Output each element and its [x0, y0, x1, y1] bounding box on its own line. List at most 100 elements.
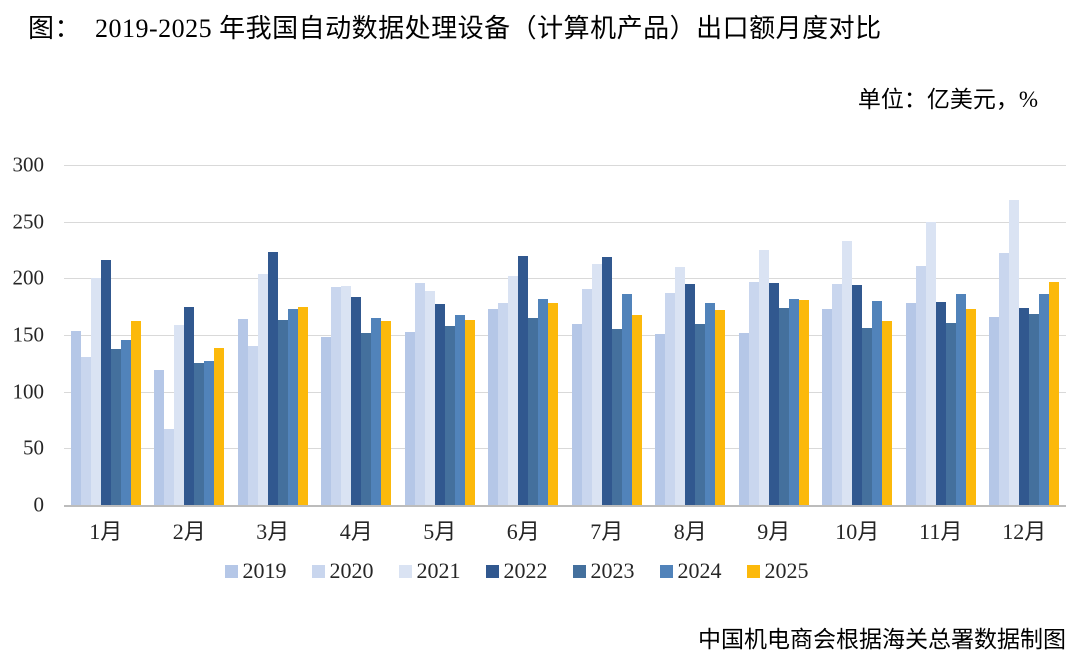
legend-item-2024: 2024: [659, 558, 722, 584]
bar-group-9月: [732, 165, 816, 505]
bar-2025-7月: [631, 314, 642, 505]
bar-2021-6月: [508, 276, 519, 505]
bar-2020-7月: [581, 288, 592, 505]
bar-2024-11月: [955, 294, 966, 505]
bar-2019-5月: [404, 331, 415, 505]
x-tick-label: 4月: [339, 519, 373, 544]
chart-title: 图： 2019-2025 年我国自动数据处理设备（计算机产品）出口额月度对比: [28, 14, 882, 43]
bar-2022-2月: [184, 306, 195, 505]
legend-swatch-2022: [485, 564, 499, 578]
bar-2019-2月: [154, 370, 165, 505]
bar-group-6月: [482, 165, 566, 505]
bar-group-4月: [315, 165, 399, 505]
bar-2021-8月: [675, 267, 686, 505]
legend-swatch-2023: [572, 564, 586, 578]
bar-2019-6月: [488, 308, 499, 505]
bar-2021-3月: [257, 273, 268, 505]
bar-group-3月: [231, 165, 315, 505]
bar-2022-11月: [935, 302, 946, 505]
bar-2022-5月: [434, 304, 445, 505]
bar-2023-11月: [945, 322, 956, 505]
legend-item-2019: 2019: [224, 558, 287, 584]
legend-swatch-2024: [659, 564, 673, 578]
bar-2023-6月: [528, 318, 539, 505]
gridline: [64, 391, 1066, 393]
bar-2025-2月: [214, 347, 225, 505]
x-tick-label: 8月: [673, 519, 707, 544]
bar-2020-2月: [164, 429, 175, 505]
bar-2022-12月: [1019, 307, 1030, 505]
legend-label: 2020: [329, 558, 374, 583]
bar-group-1月: [64, 165, 148, 505]
legend-item-2025: 2025: [746, 558, 809, 584]
x-tick-label: 1月: [89, 519, 123, 544]
legend-item-2022: 2022: [485, 558, 548, 584]
y-tick-label: 50: [23, 435, 44, 460]
bar-2019-3月: [237, 319, 248, 505]
legend-swatch-2021: [398, 564, 412, 578]
bar-2022-4月: [351, 296, 362, 505]
bar-2022-10月: [852, 285, 863, 505]
bar-2025-11月: [965, 308, 976, 505]
x-tick-label: 9月: [757, 519, 791, 544]
bar-2021-10月: [842, 240, 853, 505]
legend-label: 2019: [242, 558, 287, 583]
y-tick-label: 150: [12, 322, 45, 347]
bar-2021-1月: [90, 278, 101, 505]
bar-2022-6月: [518, 255, 529, 505]
y-axis: 0 50 100 150 200 250 300: [0, 154, 48, 515]
legend-label: 2024: [677, 558, 722, 583]
x-tick-label: 5月: [423, 519, 457, 544]
bar-2020-8月: [665, 293, 676, 505]
bar-group-5月: [398, 165, 482, 505]
bar-2019-12月: [989, 316, 1000, 505]
legend-item-2023: 2023: [572, 558, 635, 584]
bar-2024-10月: [872, 301, 883, 505]
x-axis: 1月 2月 3月 4月 5月 6月 7月 8月 9月 10月 11月 12月: [64, 514, 1066, 546]
bar-2025-4月: [381, 321, 392, 505]
legend-label: 2023: [590, 558, 635, 583]
bar-2021-12月: [1009, 200, 1020, 505]
bar-2022-9月: [768, 282, 779, 505]
bar-2024-12月: [1039, 294, 1050, 505]
bar-2024-6月: [538, 298, 549, 505]
bar-group-11月: [899, 165, 983, 505]
bar-2023-9月: [778, 307, 789, 505]
legend-swatch-2020: [311, 564, 325, 578]
bar-2024-1月: [120, 339, 131, 505]
bar-2023-8月: [695, 323, 706, 505]
bar-2020-5月: [414, 282, 425, 505]
y-tick-label: 0: [33, 492, 45, 517]
bar-2020-9月: [748, 281, 759, 505]
bar-2025-1月: [130, 321, 141, 505]
bar-2025-9月: [798, 299, 809, 505]
bar-2024-4月: [371, 318, 382, 505]
bar-2022-3月: [267, 252, 278, 505]
gridline: [64, 165, 1066, 166]
bar-2023-5月: [444, 325, 455, 505]
x-tick-label: 6月: [506, 519, 540, 544]
bar-2021-2月: [174, 324, 185, 505]
bar-2025-3月: [297, 306, 308, 505]
x-tick-label: 3月: [256, 519, 290, 544]
bar-2024-2月: [204, 361, 215, 505]
bar-2020-11月: [915, 265, 926, 505]
source-note: 中国机电商会根据海关总署数据制图: [698, 627, 1066, 652]
plot-area: [64, 165, 1066, 507]
legend-swatch-2019: [224, 564, 238, 578]
bar-2022-7月: [601, 256, 612, 505]
unit-label: 单位：亿美元，%: [857, 87, 1038, 112]
bar-2020-12月: [999, 253, 1010, 505]
bar-2020-4月: [331, 287, 342, 505]
bar-2022-1月: [100, 260, 111, 505]
bar-group-10月: [816, 165, 900, 505]
bar-2023-1月: [110, 348, 121, 505]
bar-2025-6月: [548, 303, 559, 505]
legend-swatch-2025: [746, 564, 760, 578]
bar-2025-5月: [464, 320, 475, 505]
y-tick-label: 300: [12, 152, 45, 177]
bar-2023-4月: [361, 332, 372, 505]
bar-2025-8月: [715, 310, 726, 505]
gridline: [64, 278, 1066, 280]
